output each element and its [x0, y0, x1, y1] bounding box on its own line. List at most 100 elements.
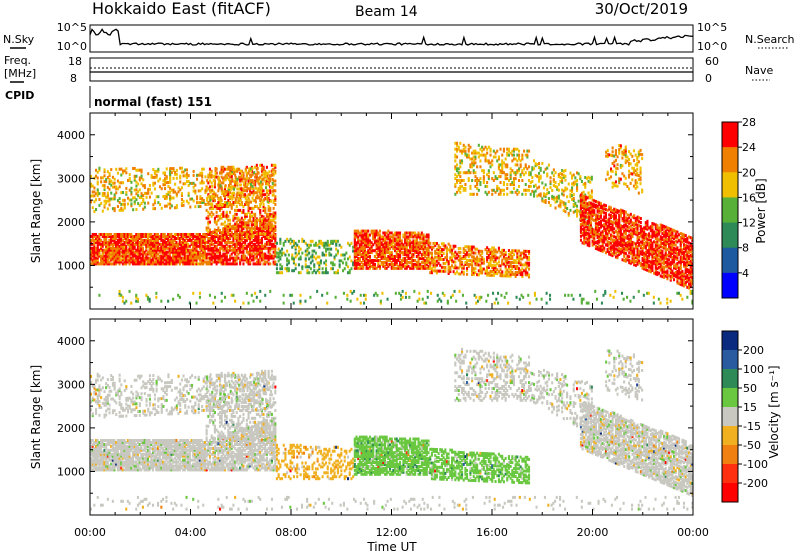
data-cell	[175, 262, 178, 266]
data-cell	[245, 177, 248, 181]
data-cell	[390, 255, 393, 258]
data-cell	[169, 194, 172, 198]
data-cell	[163, 242, 166, 246]
data-cell	[536, 186, 539, 190]
data-cell	[247, 252, 250, 256]
data-cell	[242, 205, 245, 208]
data-cell	[596, 232, 599, 235]
data-cell	[330, 253, 333, 257]
data-cell	[113, 242, 116, 246]
data-cell	[474, 157, 477, 161]
data-cell	[108, 197, 111, 201]
data-cell	[258, 190, 261, 194]
data-cell	[265, 242, 268, 246]
data-cell	[399, 255, 402, 258]
data-cell	[390, 260, 393, 264]
data-cell	[254, 246, 257, 250]
data-cell	[255, 240, 258, 244]
data-cell	[259, 212, 262, 216]
data-cell	[521, 257, 524, 261]
data-cell	[254, 186, 257, 190]
data-cell	[437, 250, 440, 253]
data-cell	[135, 174, 138, 178]
data-cell	[91, 184, 94, 188]
data-cell	[244, 256, 247, 260]
data-cell	[397, 247, 400, 251]
data-cell	[598, 234, 601, 238]
data-cell	[427, 255, 430, 258]
data-cell	[552, 180, 555, 184]
data-cell	[267, 262, 270, 266]
data-cell	[130, 235, 133, 238]
data-cell	[215, 244, 218, 248]
data-cell	[260, 238, 263, 242]
data-cell	[220, 165, 223, 169]
data-cell	[606, 240, 609, 244]
data-cell	[427, 245, 430, 249]
data-cell	[459, 258, 462, 262]
data-cell	[141, 256, 144, 260]
data-cell	[103, 184, 106, 188]
data-cell	[499, 175, 502, 179]
data-cell	[445, 254, 448, 258]
data-cell	[132, 196, 135, 200]
data-cell	[524, 188, 527, 192]
data-cell	[519, 263, 522, 267]
data-cell	[199, 189, 202, 193]
data-cell	[534, 183, 537, 187]
data-cell	[240, 258, 243, 262]
data-cell	[234, 169, 237, 173]
data-cell	[382, 243, 385, 247]
data-cell	[604, 216, 607, 219]
data-cell	[292, 239, 295, 243]
data-cell	[258, 188, 261, 192]
data-cell	[255, 205, 258, 208]
data-cell	[100, 176, 103, 180]
data-cell	[466, 268, 469, 272]
data-cell	[291, 269, 294, 273]
data-cell	[499, 268, 502, 272]
data-cell	[501, 188, 504, 192]
data-cell	[427, 239, 430, 243]
data-cell	[260, 246, 263, 250]
data-cell	[262, 256, 265, 260]
data-cell	[105, 237, 108, 240]
data-cell	[116, 179, 119, 183]
data-cell	[260, 244, 263, 248]
data-cell	[140, 238, 143, 242]
data-cell	[204, 189, 207, 193]
data-cell	[526, 263, 529, 267]
data-cell	[496, 177, 499, 181]
data-cell	[355, 262, 358, 266]
data-cell	[260, 220, 263, 224]
data-cell	[385, 231, 388, 235]
data-cell	[606, 234, 609, 238]
data-cell	[594, 241, 597, 245]
data-cell	[501, 159, 504, 163]
data-cell	[512, 253, 515, 257]
data-cell	[145, 246, 148, 250]
data-cell	[177, 248, 180, 252]
data-cell	[259, 250, 262, 254]
data-cell	[311, 271, 314, 275]
data-cell	[239, 258, 242, 262]
data-cell	[162, 246, 165, 250]
data-cell	[249, 244, 252, 248]
data-cell	[132, 208, 135, 212]
data-cell	[472, 269, 475, 273]
data-cell	[245, 173, 248, 177]
data-cell	[197, 173, 200, 177]
data-cell	[120, 191, 123, 195]
data-cell	[202, 198, 205, 202]
data-cell	[507, 153, 510, 157]
data-cell	[518, 155, 521, 159]
data-cell	[91, 248, 94, 252]
data-cell	[183, 235, 186, 238]
nave-tick-bottom: 0	[705, 72, 712, 85]
data-cell	[589, 203, 592, 207]
data-cell	[202, 260, 205, 264]
data-cell	[224, 192, 227, 195]
data-cell	[267, 215, 270, 219]
data-cell	[444, 267, 447, 271]
data-cell	[203, 237, 206, 240]
